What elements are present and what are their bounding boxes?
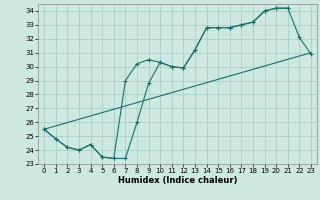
X-axis label: Humidex (Indice chaleur): Humidex (Indice chaleur): [118, 176, 237, 185]
